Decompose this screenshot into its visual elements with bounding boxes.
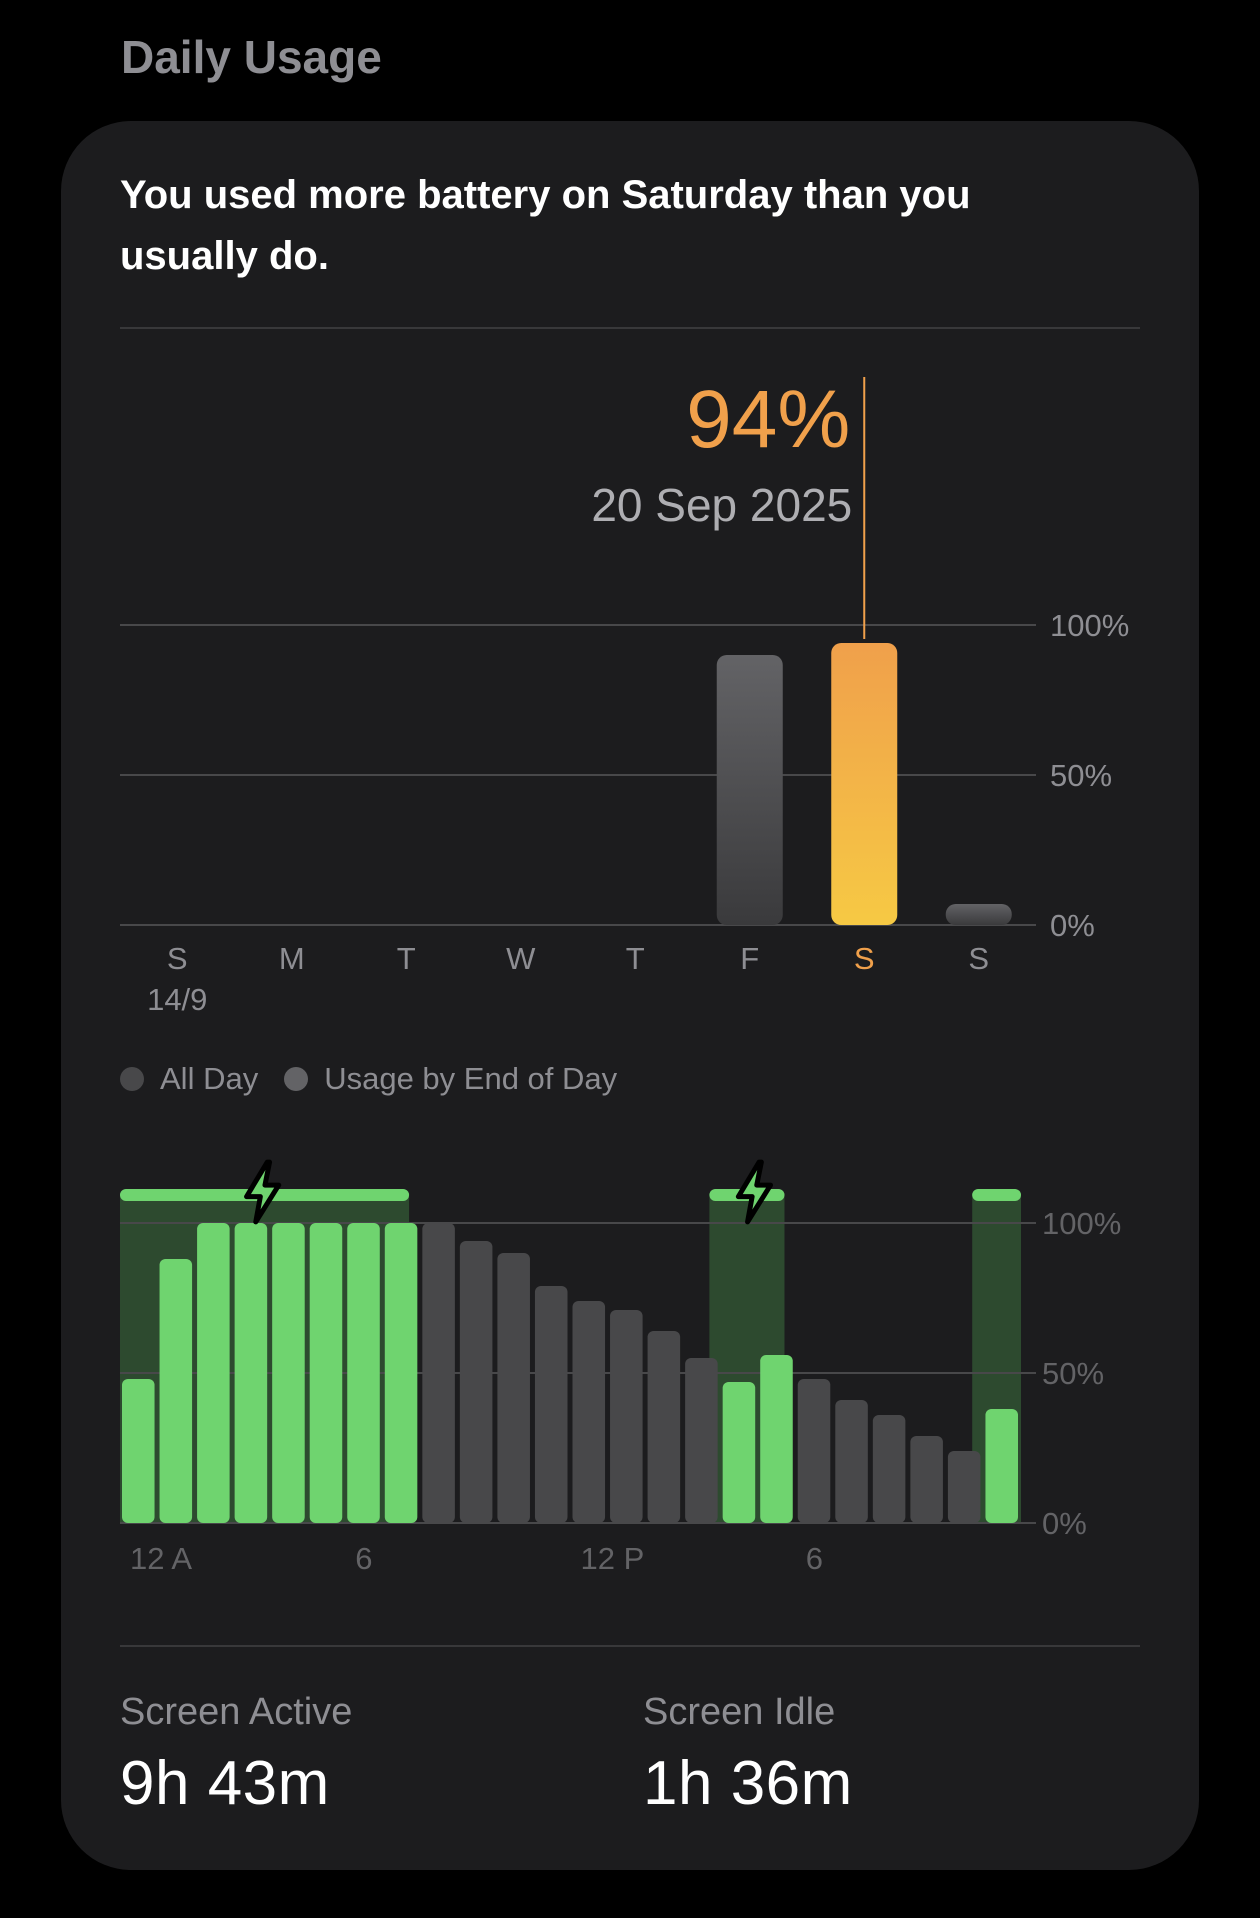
hourly-bar[interactable] xyxy=(122,1379,155,1523)
legend-label: Usage by End of Day xyxy=(324,1061,618,1096)
hourly-bar[interactable] xyxy=(685,1358,718,1523)
chart-legend: All Day Usage by End of Day xyxy=(120,1061,617,1097)
hourly-x-tick-label: 12 P xyxy=(581,1541,645,1576)
hourly-bar[interactable] xyxy=(947,1451,981,1523)
hourly-bar[interactable] xyxy=(835,1400,868,1523)
hourly-bar[interactable] xyxy=(722,1382,756,1523)
hourly-bar[interactable] xyxy=(159,1259,193,1523)
hourly-bar[interactable] xyxy=(197,1223,230,1523)
hourly-bar[interactable] xyxy=(985,1409,1018,1523)
weekly-x-label: W xyxy=(506,941,536,976)
weekly-usage-chart[interactable]: 100% 50% 0% S 14/9 M T W T F S S 94% 20 Sep 2025 xyxy=(120,374,1129,1017)
weekly-x-label: S xyxy=(854,941,875,976)
hourly-bar[interactable] xyxy=(384,1223,418,1523)
hourly-bar[interactable] xyxy=(272,1223,305,1523)
legend-item-usage-end-of-day[interactable]: Usage by End of Day xyxy=(284,1061,617,1097)
hourly-battery-chart[interactable]: 100% 50% 0% 12 A 6 12 P 6 xyxy=(120,1159,1121,1576)
stat-value: 9h 43m xyxy=(120,1749,330,1818)
hourly-y-tick-label: 50% xyxy=(1042,1356,1104,1391)
hourly-bar[interactable] xyxy=(459,1241,493,1523)
hourly-bar[interactable] xyxy=(347,1223,380,1523)
weekly-x-label: F xyxy=(740,941,759,976)
usage-insight-headline: You used more battery on Saturday than y… xyxy=(120,173,971,278)
hourly-x-tick-label: 6 xyxy=(806,1541,823,1576)
hourly-bar[interactable] xyxy=(422,1223,455,1523)
stat-label: Screen Active xyxy=(120,1691,353,1733)
stat-label: Screen Idle xyxy=(643,1691,836,1733)
weekly-bar[interactable] xyxy=(716,655,783,925)
divider xyxy=(120,327,1140,329)
legend-label: All Day xyxy=(160,1061,259,1096)
section-title: Daily Usage xyxy=(121,31,382,83)
hourly-bar[interactable] xyxy=(610,1310,643,1523)
hourly-bar[interactable] xyxy=(572,1301,606,1523)
stat-value: 1h 36m xyxy=(643,1749,853,1818)
weekly-bar[interactable] xyxy=(831,643,898,925)
hourly-y-tick-label: 0% xyxy=(1042,1506,1087,1541)
hourly-bar[interactable] xyxy=(234,1223,268,1523)
hourly-bar[interactable] xyxy=(647,1331,681,1523)
stat-screen-active: Screen Active 9h 43m xyxy=(120,1691,352,1819)
weekly-x-sublabel: 14/9 xyxy=(147,982,207,1017)
hourly-bar[interactable] xyxy=(534,1286,568,1523)
weekly-x-label: S xyxy=(968,941,989,976)
hourly-bar[interactable] xyxy=(497,1253,530,1523)
battery-charts: 100% 50% 0% S 14/9 M T W T F S S 94% 20 Sep 2025 100%… xyxy=(120,374,1129,1576)
callout-date: 20 Sep 2025 xyxy=(591,479,852,531)
weekly-x-label: M xyxy=(279,941,305,976)
hourly-x-tick-label: 12 A xyxy=(130,1541,192,1576)
hourly-y-tick-label: 100% xyxy=(1042,1206,1121,1241)
hourly-bar[interactable] xyxy=(309,1223,343,1523)
weekly-y-tick-label: 50% xyxy=(1050,758,1112,793)
legend-dot xyxy=(120,1067,144,1091)
weekly-x-label: S xyxy=(167,941,188,976)
weekly-x-label: T xyxy=(397,941,416,976)
legend-item-all-day[interactable]: All Day xyxy=(120,1061,258,1097)
stat-screen-idle: Screen Idle 1h 36m xyxy=(643,1691,853,1819)
legend-dot xyxy=(284,1067,309,1091)
hourly-x-tick-label: 6 xyxy=(355,1541,372,1576)
charging-indicator-bar xyxy=(972,1189,1021,1201)
weekly-x-label: T xyxy=(626,941,645,976)
callout-value: 94% xyxy=(686,374,850,465)
charging-bolt-icon xyxy=(244,1159,282,1225)
weekly-y-tick-label: 100% xyxy=(1050,608,1129,643)
hourly-bar[interactable] xyxy=(872,1415,906,1523)
charging-bolt-icon xyxy=(735,1159,774,1225)
weekly-bar[interactable] xyxy=(945,904,1012,925)
divider xyxy=(120,1645,1140,1647)
weekly-y-tick-label: 0% xyxy=(1050,908,1095,943)
daily-usage-card: You used more battery on Saturday than y… xyxy=(61,121,1199,1870)
hourly-bar[interactable] xyxy=(760,1355,793,1523)
hourly-bar[interactable] xyxy=(910,1436,943,1523)
hourly-bar[interactable] xyxy=(797,1379,831,1523)
